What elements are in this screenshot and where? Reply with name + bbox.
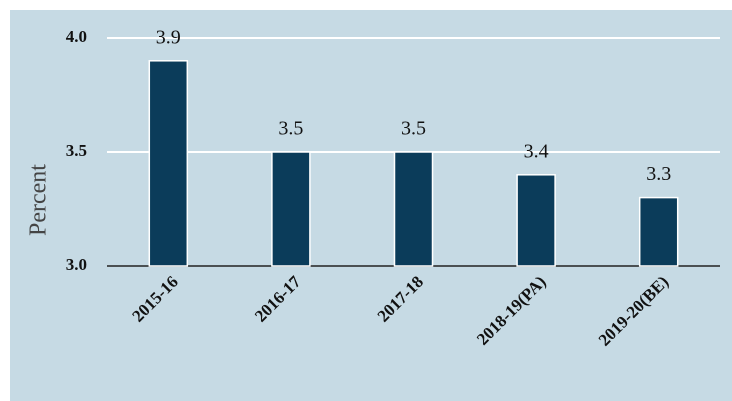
bar: [638, 196, 679, 267]
value-label: 3.9: [156, 26, 181, 48]
value-label: 3.5: [401, 118, 426, 140]
value-label: 3.5: [278, 118, 303, 140]
chart-background: [10, 10, 732, 401]
bar: [516, 174, 556, 267]
y-tick-label: 3.5: [66, 141, 87, 160]
value-label: 3.3: [646, 163, 671, 185]
bar: [393, 151, 434, 267]
bar: [148, 60, 189, 267]
y-axis-label: Percent: [26, 164, 52, 236]
y-tick-label: 4.0: [66, 27, 87, 46]
bar: [271, 151, 311, 267]
y-tick-label: 3.0: [66, 255, 87, 274]
value-label: 3.4: [524, 140, 549, 162]
